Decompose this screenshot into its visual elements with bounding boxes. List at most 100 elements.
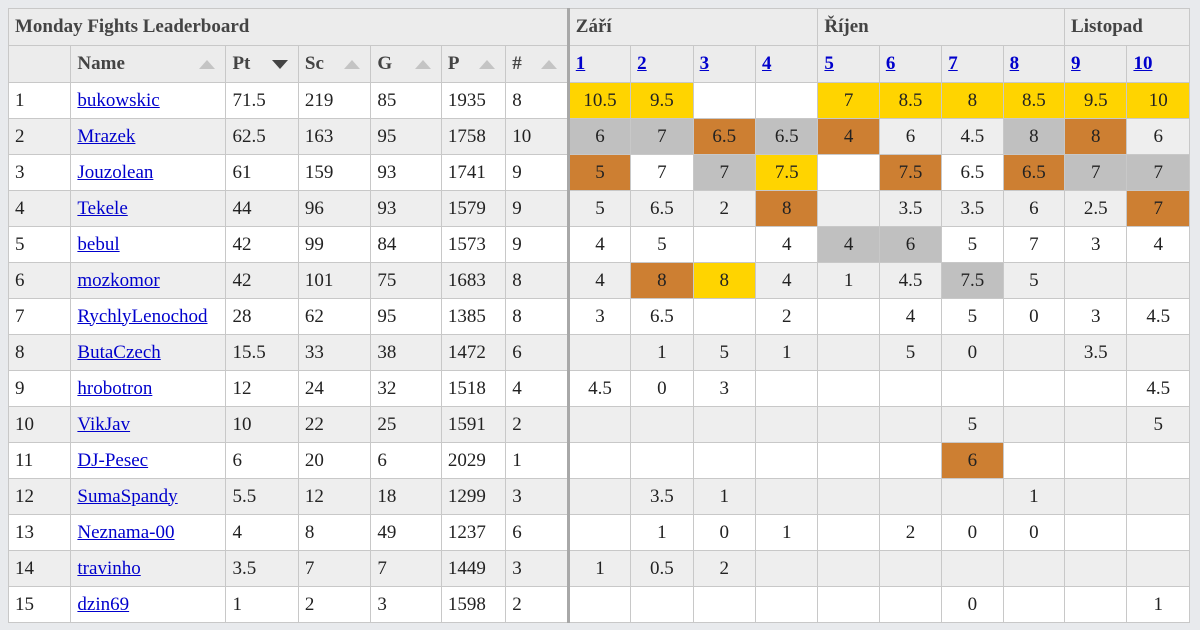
player-link[interactable]: bukowskic — [77, 89, 160, 111]
score-cell: 7 — [817, 82, 880, 119]
score-cell: 0 — [630, 370, 694, 407]
p-header-label: P — [447, 53, 460, 74]
pt-cell: 44 — [225, 190, 299, 227]
score-cell: 6.5 — [630, 190, 694, 227]
g-cell: 95 — [370, 118, 442, 155]
player-link[interactable]: Jouzolean — [77, 161, 154, 183]
player-link[interactable]: bebul — [77, 233, 120, 255]
round-link[interactable]: 1 — [575, 53, 586, 74]
score-cell: 1 — [692, 478, 756, 515]
round-link[interactable]: 2 — [637, 53, 647, 74]
player-link[interactable]: SumaSpandy — [77, 485, 178, 507]
player-link[interactable]: dzin69 — [77, 593, 130, 615]
player-link[interactable]: ButaCzech — [77, 341, 161, 363]
score-cell — [754, 478, 819, 515]
pt-header[interactable]: Pt — [225, 45, 299, 83]
score-cell — [1064, 370, 1128, 407]
pt-header-label: Pt — [232, 53, 251, 74]
g-cell: 32 — [370, 370, 442, 407]
g-cell: 93 — [370, 190, 442, 227]
score-cell: 5 — [1002, 262, 1066, 299]
score-cell — [1126, 514, 1190, 551]
table-row: 5 bebul 42 99 84 1573 9 4 5 4 4 6 5 7 3 4 — [7, 226, 1190, 263]
score-cell: 5 — [941, 298, 1004, 335]
score-cell — [1126, 334, 1190, 371]
score-cell: 8 — [692, 262, 756, 299]
table-row: 7 RychlyLenochod 28 62 95 1385 8 3 6.5 2 4 5 0 3 4.5 — [7, 298, 1190, 335]
score-cell: 2.5 — [1064, 190, 1128, 227]
count-header[interactable]: # — [505, 45, 569, 83]
table-row: 6 mozkomor 42 101 75 1683 8 4 8 8 4 1 4.5 7.5 5 — [7, 262, 1190, 299]
player-link[interactable]: Mrazek — [77, 125, 136, 147]
score-cell: 4.5 — [941, 118, 1004, 155]
score-cell — [630, 586, 694, 623]
player-link[interactable]: RychlyLenochod — [77, 305, 208, 327]
player-link[interactable]: hrobotron — [77, 377, 153, 399]
player-link[interactable]: VikJav — [77, 413, 131, 435]
p-cell: 1385 — [440, 298, 507, 335]
player-link[interactable]: mozkomor — [77, 269, 160, 291]
score-cell — [692, 406, 756, 443]
p-cell: 1598 — [440, 586, 507, 623]
name-header[interactable]: Name — [70, 45, 227, 83]
round-link[interactable]: 6 — [885, 53, 896, 74]
score-cell: 8 — [1064, 118, 1128, 155]
score-cell: 8.5 — [1002, 82, 1066, 119]
sc-cell: 7 — [297, 550, 372, 587]
rank-cell: 13 — [7, 514, 72, 551]
score-cell: 6 — [566, 118, 632, 155]
score-cell: 5 — [1126, 406, 1190, 443]
count-cell: 9 — [505, 190, 569, 227]
score-cell: 6.5 — [630, 298, 694, 335]
score-cell: 10 — [1126, 82, 1190, 119]
score-cell: 4 — [566, 226, 632, 263]
leaderboard: Monday Fights Leaderboard Září Říjen Listo… — [7, 8, 1190, 623]
table-row: 12 SumaSpandy 5.5 12 18 1299 3 3.5 1 1 — [7, 478, 1190, 515]
score-cell — [1064, 586, 1128, 623]
g-header[interactable]: G — [370, 45, 442, 83]
score-cell: 6.5 — [1002, 154, 1066, 191]
round-header: 8 — [1002, 45, 1066, 83]
rank-cell: 12 — [7, 478, 72, 515]
sc-header[interactable]: Sc — [297, 45, 372, 83]
name-cell: hrobotron — [70, 370, 227, 407]
score-cell: 1 — [630, 514, 694, 551]
round-link[interactable]: 5 — [824, 53, 834, 74]
table-row: 15 dzin69 1 2 3 1598 2 0 1 — [7, 586, 1190, 623]
score-cell — [754, 370, 819, 407]
round-header: 10 — [1126, 45, 1190, 83]
score-cell — [817, 514, 880, 551]
score-cell — [1002, 370, 1066, 407]
pt-cell: 4 — [225, 514, 299, 551]
score-cell: 0 — [1002, 514, 1066, 551]
score-cell: 3 — [566, 298, 632, 335]
round-link[interactable]: 3 — [699, 53, 710, 74]
name-cell: Jouzolean — [70, 154, 227, 191]
round-link[interactable]: 4 — [761, 53, 772, 74]
score-cell: 7 — [1126, 154, 1190, 191]
count-cell: 10 — [505, 118, 569, 155]
pt-cell: 3.5 — [225, 550, 299, 587]
round-link[interactable]: 9 — [1071, 53, 1081, 74]
rank-cell: 3 — [7, 154, 72, 191]
round-link[interactable]: 10 — [1133, 53, 1153, 74]
player-link[interactable]: Neznama-00 — [77, 521, 175, 543]
round-link[interactable]: 8 — [1009, 53, 1020, 74]
score-cell — [1064, 442, 1128, 479]
p-header[interactable]: P — [440, 45, 507, 83]
player-link[interactable]: DJ-Pesec — [77, 449, 149, 471]
sc-header-label: Sc — [304, 53, 324, 74]
score-cell: 5 — [878, 334, 943, 371]
score-cell — [1126, 262, 1190, 299]
player-link[interactable]: travinho — [77, 557, 141, 579]
score-cell: 4 — [1126, 226, 1190, 263]
score-cell — [817, 478, 880, 515]
score-cell: 6.5 — [941, 154, 1004, 191]
rank-cell: 10 — [7, 406, 72, 443]
p-cell: 1518 — [440, 370, 507, 407]
table-row: 4 Tekele 44 96 93 1579 9 5 6.5 2 8 3.5 3.5 6 2.5 7 — [7, 190, 1190, 227]
score-cell: 6.5 — [692, 118, 756, 155]
player-link[interactable]: Tekele — [77, 197, 128, 219]
sc-cell: 33 — [297, 334, 372, 371]
round-link[interactable]: 7 — [948, 53, 958, 74]
